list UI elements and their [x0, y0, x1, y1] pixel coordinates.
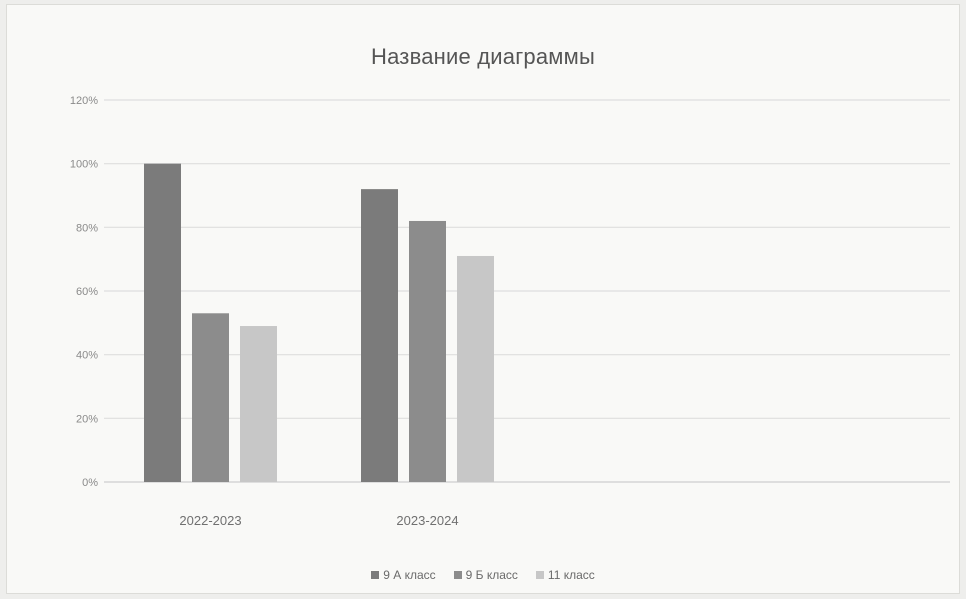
- legend: 9 А класс 9 Б класс 11 класс: [0, 568, 966, 582]
- x-category-label: 2022-2023: [179, 513, 241, 528]
- legend-item: 9 А класс: [371, 568, 436, 582]
- legend-swatch: [371, 571, 380, 579]
- y-tick-label: 40%: [76, 350, 98, 362]
- legend-item: 9 Б класс: [453, 568, 518, 582]
- legend-item: 11 класс: [535, 568, 595, 582]
- legend-swatch: [535, 571, 544, 579]
- bar: [361, 189, 398, 482]
- bar: [192, 313, 229, 482]
- bar: [144, 163, 181, 482]
- bars: [144, 163, 494, 482]
- y-tick-label: 0%: [82, 477, 98, 489]
- y-tick-label: 60%: [76, 286, 98, 298]
- bar: [457, 255, 494, 482]
- bar: [240, 326, 277, 482]
- gridlines: [104, 99, 950, 483]
- legend-label: 11 класс: [547, 568, 595, 582]
- y-axis-ticks: 0% 20% 40% 60% 80% 100% 120%: [70, 95, 98, 489]
- legend-swatch: [453, 571, 462, 579]
- chart-title: Название диаграммы: [371, 44, 595, 69]
- x-category-label: 2023-2024: [396, 513, 458, 528]
- y-tick-label: 120%: [70, 95, 98, 107]
- y-tick-label: 20%: [76, 413, 98, 425]
- y-tick-label: 100%: [70, 159, 98, 171]
- legend-label: 9 Б класс: [465, 568, 518, 582]
- bar: [409, 220, 446, 482]
- x-axis-categories: 2022-2023 2023-2024: [179, 513, 458, 528]
- legend-label: 9 А класс: [383, 568, 436, 582]
- y-tick-label: 80%: [76, 222, 98, 234]
